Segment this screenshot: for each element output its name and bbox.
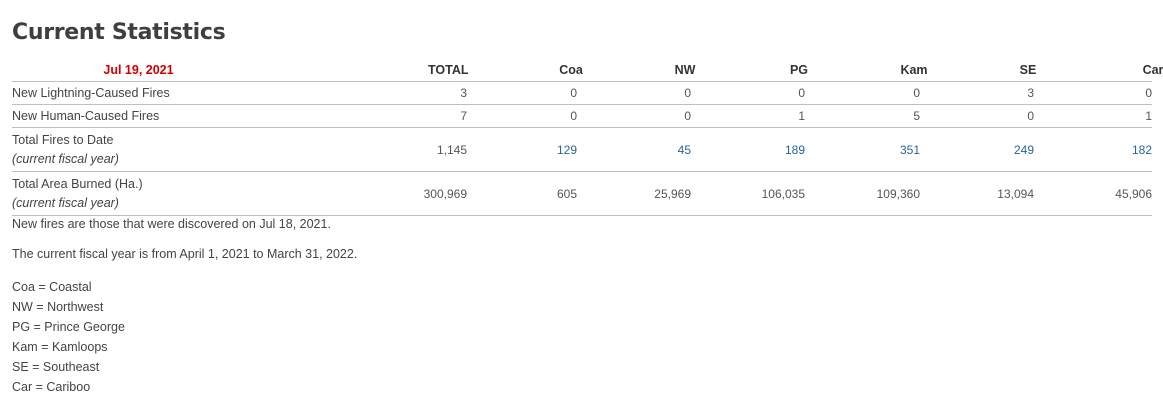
value-nw-link[interactable]: 45	[581, 127, 695, 172]
legend-item-cariboo: Car = Cariboo	[12, 380, 91, 394]
row-label: New Human-Caused Fires	[12, 104, 265, 128]
value-kam: 5	[809, 104, 924, 128]
value-nw: 0	[581, 81, 695, 105]
row-label: Total Area Burned (Ha.)	[12, 177, 143, 191]
value-kam: 109,360	[809, 171, 924, 216]
column-header-total: TOTAL	[265, 59, 469, 82]
new-fires-note: New fires are those that were discovered…	[12, 217, 331, 231]
row-sublabel: (current fiscal year)	[12, 152, 119, 166]
value-total: 3	[265, 81, 467, 105]
legend-item-kamloops: Kam = Kamloops	[12, 340, 108, 354]
value-car: 1	[1038, 104, 1152, 128]
row-label: Total Fires to Date	[12, 133, 114, 147]
column-header-pg: PG	[695, 59, 809, 82]
row-label-block: Total Fires to Date (current fiscal year…	[12, 127, 265, 172]
value-car: 45,906	[1038, 171, 1152, 216]
report-date: Jul 19, 2021	[12, 59, 265, 82]
value-nw: 25,969	[581, 171, 695, 216]
value-total: 1,145	[265, 127, 467, 172]
table-row: New Lightning-Caused Fires 3 0 0 0 0 3 0	[12, 81, 1152, 105]
value-se: 13,094	[924, 171, 1038, 216]
legend-item-prince-george: PG = Prince George	[12, 320, 125, 334]
legend-item-northwest: NW = Northwest	[12, 300, 104, 314]
table-row: New Human-Caused Fires 7 0 0 1 5 0 1	[12, 104, 1152, 128]
value-coa: 605	[467, 171, 581, 216]
value-pg: 1	[695, 104, 809, 128]
value-kam-link[interactable]: 351	[809, 127, 924, 172]
legend-item-southeast: SE = Southeast	[12, 360, 100, 374]
row-label: New Lightning-Caused Fires	[12, 81, 265, 105]
value-coa-link[interactable]: 129	[467, 127, 581, 172]
value-se-link[interactable]: 249	[924, 127, 1038, 172]
column-header-car: Car	[1038, 59, 1163, 82]
value-pg: 106,035	[695, 171, 809, 216]
legend-item-coastal: Coa = Coastal	[12, 280, 92, 294]
value-coa: 0	[467, 81, 581, 105]
value-se: 0	[924, 104, 1038, 128]
value-pg: 0	[695, 81, 809, 105]
value-kam: 0	[809, 81, 924, 105]
row-sublabel: (current fiscal year)	[12, 196, 119, 210]
value-pg-link[interactable]: 189	[695, 127, 809, 172]
statistics-table: Jul 19, 2021 TOTAL Coa NW PG Kam SE Car …	[12, 59, 1163, 216]
table-header-row: Jul 19, 2021 TOTAL Coa NW PG Kam SE Car	[12, 59, 1163, 82]
row-label-block: Total Area Burned (Ha.) (current fiscal …	[12, 171, 265, 216]
table-row: Total Fires to Date (current fiscal year…	[12, 127, 1152, 172]
fiscal-year-note: The current fiscal year is from April 1,…	[12, 247, 358, 261]
value-total: 7	[265, 104, 467, 128]
value-car: 0	[1038, 81, 1152, 105]
column-header-nw: NW	[581, 59, 695, 82]
value-car-link[interactable]: 182	[1038, 127, 1152, 172]
column-header-kam: Kam	[809, 59, 928, 82]
value-nw: 0	[581, 104, 695, 128]
page-title: Current Statistics	[12, 20, 226, 45]
value-coa: 0	[467, 104, 581, 128]
region-legend: Coa = Coastal NW = Northwest PG = Prince…	[12, 277, 125, 397]
column-header-se: SE	[924, 59, 1038, 82]
table-row: Total Area Burned (Ha.) (current fiscal …	[12, 171, 1152, 216]
column-header-coa: Coa	[467, 59, 583, 82]
value-total: 300,969	[265, 171, 467, 216]
value-se: 3	[924, 81, 1038, 105]
